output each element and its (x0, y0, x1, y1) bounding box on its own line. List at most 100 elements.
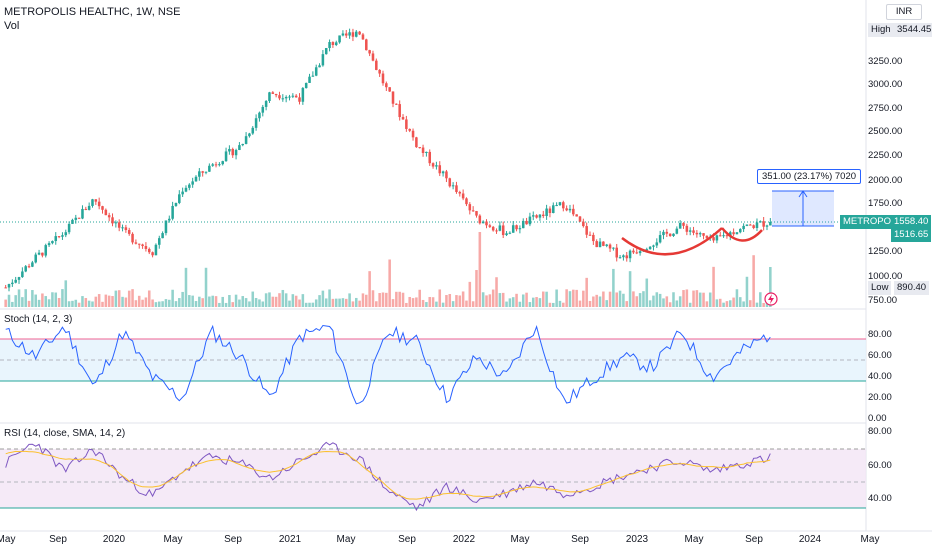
candle-body (745, 224, 749, 226)
candle-body (739, 229, 742, 233)
volume-bar (418, 289, 421, 307)
volume-bar (491, 289, 495, 307)
volume-bar (481, 292, 485, 307)
volume-bar (618, 290, 622, 307)
candle-body (181, 191, 184, 195)
volume-bar (351, 301, 355, 307)
candle-body (97, 201, 101, 207)
volume-bar (191, 295, 194, 307)
volume-bar (71, 300, 74, 307)
volume-bar (715, 299, 719, 307)
volume-bar (725, 301, 729, 307)
candle-body (184, 187, 188, 192)
candle-body (665, 231, 669, 234)
candle-body (7, 284, 11, 288)
last-price-tag: 1558.40 (891, 215, 932, 229)
symbol-title[interactable]: METROPOLIS HEALTHC, 1W, NSE (4, 6, 181, 18)
volume-bar (405, 302, 408, 307)
volume-bar (21, 297, 24, 307)
candle-body (715, 235, 719, 241)
candle-body (638, 251, 642, 254)
candle-body (605, 244, 608, 246)
candle-body (244, 136, 248, 144)
candle-body (451, 185, 455, 187)
volume-bar (685, 289, 689, 307)
candle-body (448, 178, 452, 187)
volume-bar (448, 294, 452, 307)
volume-bar (749, 300, 752, 307)
volume-bar (672, 292, 675, 307)
volume-bar (278, 293, 281, 307)
volume-bar (718, 298, 722, 307)
candle-body (505, 233, 508, 236)
candle-body (718, 235, 722, 237)
volume-bar (208, 296, 211, 307)
candle-body (204, 171, 208, 173)
stoch-title[interactable]: Stoch (14, 2, 3) (4, 314, 73, 325)
volume-bar (451, 301, 455, 307)
candle-body (328, 42, 331, 49)
candle-body (528, 216, 532, 225)
volume-bar (121, 296, 124, 307)
candle-body (592, 234, 595, 242)
volume-bar (61, 289, 64, 307)
candle-body (281, 98, 285, 100)
candle-body (288, 96, 291, 98)
candle-body (141, 244, 144, 247)
candle-body (765, 225, 769, 227)
candle-body (425, 151, 428, 154)
volume-bar (708, 292, 712, 307)
rsi-line (5, 441, 771, 512)
volume-bar (548, 302, 552, 307)
candle-body (615, 247, 618, 258)
low-label: Low (868, 281, 892, 295)
volume-bar (461, 291, 465, 307)
candle-body (251, 127, 255, 134)
candle-body (555, 205, 558, 207)
volume-bar (4, 299, 7, 307)
candle-body (461, 193, 465, 199)
candle-body (371, 53, 375, 61)
candle-body (575, 214, 578, 217)
volume-bar (224, 302, 228, 307)
volume-bar (675, 300, 679, 307)
volume-bar (455, 295, 458, 307)
candle-body (21, 271, 24, 278)
volume-bar (34, 294, 37, 307)
candle-body (508, 232, 512, 234)
candle-body (675, 228, 679, 234)
volume-bar (221, 296, 224, 307)
volume-bar (572, 289, 575, 307)
candle-body (752, 225, 755, 229)
rsi-title[interactable]: RSI (14, close, SMA, 14, 2) (4, 428, 126, 439)
candle-body (595, 241, 598, 248)
price-tick: 3250.00 (868, 56, 903, 67)
volume-bar (668, 302, 672, 307)
candle-body (348, 32, 351, 36)
volume-bar (67, 301, 71, 307)
candle-body (645, 249, 649, 251)
candle-body (431, 163, 435, 167)
candle-body (518, 228, 522, 230)
volume-bar (117, 290, 121, 307)
volume-label[interactable]: Vol (4, 20, 20, 32)
candle-body (211, 164, 214, 166)
currency-button[interactable]: INR (886, 4, 922, 20)
rsi-tick: 80.00 (868, 426, 892, 437)
volume-bar (24, 289, 27, 307)
x-axis-label: May (860, 534, 880, 545)
candle-body (158, 238, 161, 245)
volume-bar (688, 302, 692, 307)
volume-bar (171, 289, 174, 307)
volume-bar (64, 280, 68, 307)
volume-bar (254, 297, 258, 307)
candle-body (74, 217, 78, 220)
volume-bar (178, 298, 181, 307)
candle-body (582, 221, 585, 227)
volume-bar (37, 299, 41, 307)
volume-bar (348, 293, 351, 307)
volume-bars (4, 232, 772, 307)
candle-body (438, 165, 442, 174)
